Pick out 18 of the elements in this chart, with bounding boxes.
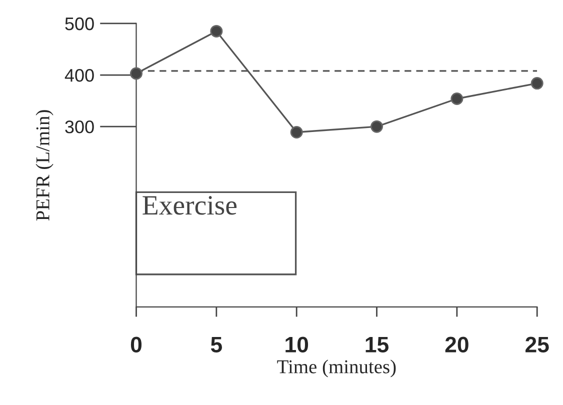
x-tick-label: 5 bbox=[210, 336, 222, 352]
point bbox=[530, 77, 544, 90]
point bbox=[370, 120, 384, 133]
y-axis-title: PEFR (L/min) bbox=[36, 110, 54, 221]
x-tick-label: 10 bbox=[286, 336, 308, 352]
point bbox=[130, 67, 142, 80]
x-tick-label: 25 bbox=[526, 336, 549, 352]
x-tick-label: 15 bbox=[366, 336, 388, 352]
point bbox=[210, 24, 223, 38]
point bbox=[450, 92, 464, 105]
y-tick-label: 300 bbox=[65, 120, 94, 134]
x-axis-title: Time (minutes) bbox=[277, 360, 396, 378]
x-tick-label: 20 bbox=[445, 336, 468, 352]
x-tick-label: 0 bbox=[130, 336, 142, 352]
y-tick-label: 500 bbox=[65, 17, 94, 30]
point bbox=[290, 126, 303, 138]
annotation: Exercise bbox=[142, 196, 237, 215]
y-tick-label: 400 bbox=[64, 68, 94, 82]
